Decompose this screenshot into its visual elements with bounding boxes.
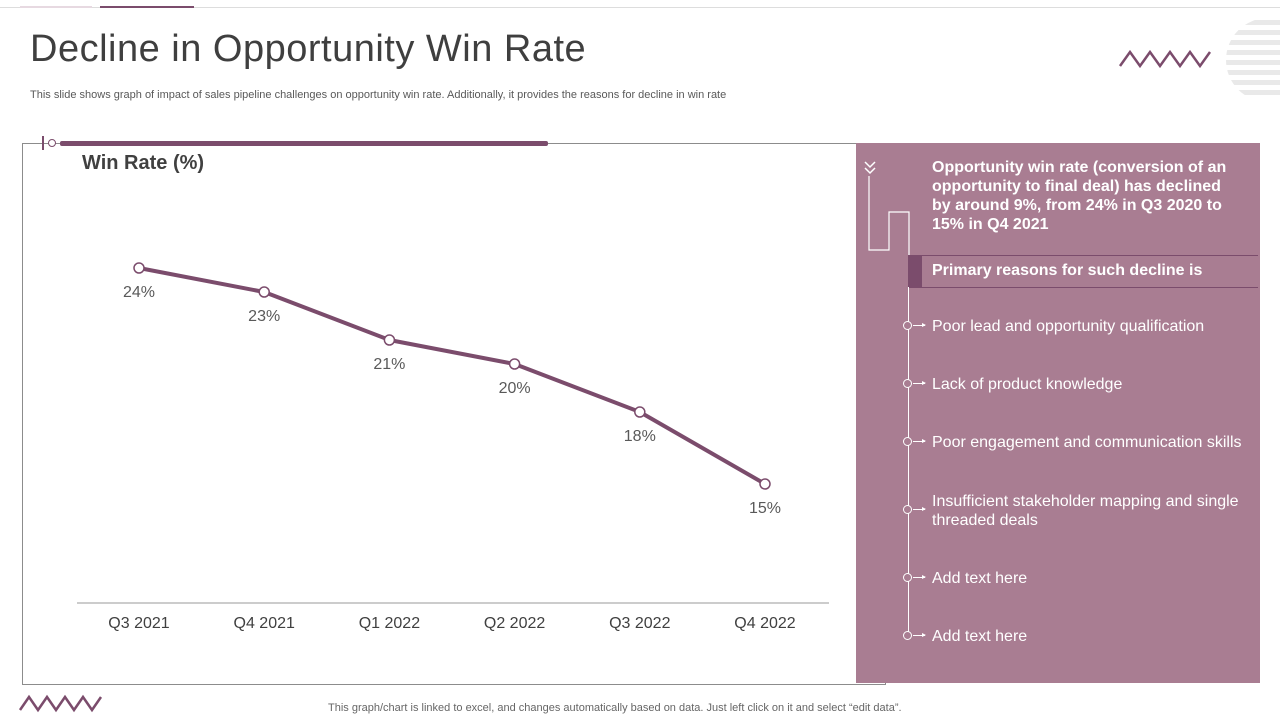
win-rate-line-chart[interactable]: 24% Q3 2021 23% Q4 2021 21% Q1 2022 20% Q2 2022… [0,0,880,660]
chart-frame [22,143,886,685]
double-chevron-down-icon [864,161,876,175]
reason-item: Insufficient stakeholder mapping and sin… [932,493,1239,529]
reasons-heading: Primary reasons for such decline is [932,262,1203,279]
reason-item: Poor engagement and communication skills [932,434,1242,451]
reason-item: Add text here [932,570,1028,587]
data-point[interactable] [634,406,646,418]
data-label: 18% [624,428,656,445]
x-tick-label: Q3 2021 [108,615,169,632]
zigzag-decoration-icon [18,694,103,713]
reasons-heading-marker [908,255,922,287]
x-tick-label: Q1 2022 [359,615,420,632]
top-tab-accent [20,6,92,8]
zigzag-decoration-icon [1118,49,1212,69]
reasons-heading-bar [908,255,1258,288]
data-label: 15% [749,500,781,517]
data-point[interactable] [133,262,145,274]
connector-line [868,176,910,255]
insight-panel [856,143,1260,683]
data-label: 23% [248,308,280,325]
x-tick-label: Q3 2022 [609,615,670,632]
data-point[interactable] [258,286,270,298]
x-tick-label: Q4 2021 [234,615,295,632]
striped-circle-decoration [1226,18,1280,102]
x-tick-label: Q2 2022 [484,615,545,632]
reason-item: Add text here [932,628,1028,645]
data-point[interactable] [508,358,521,370]
reason-item: Lack of product knowledge [932,376,1123,393]
slide-subtitle: This slide shows graph of impact of sale… [30,89,727,101]
top-tab-active [100,6,194,8]
panel-headline: Opportunity win rate (conversion of an o… [932,159,1227,233]
footer-note: This graph/chart is linked to excel, and… [328,702,902,714]
reasons-timeline [908,287,909,637]
reason-item: Poor lead and opportunity qualification [932,318,1205,335]
data-label: 20% [499,380,531,397]
frame-marker [42,136,44,150]
data-point[interactable] [383,334,396,346]
data-point[interactable] [759,478,771,490]
series-line[interactable] [138,266,766,486]
chart-title: Win Rate (%) [82,152,205,174]
frame-circle-icon [48,139,56,147]
frame-accent-bar [60,141,548,146]
slide-title: Decline in Opportunity Win Rate [30,28,587,70]
x-tick-label: Q4 2022 [734,615,795,632]
data-label: 21% [373,356,405,373]
top-divider [0,7,1280,8]
data-label: 24% [123,284,155,301]
